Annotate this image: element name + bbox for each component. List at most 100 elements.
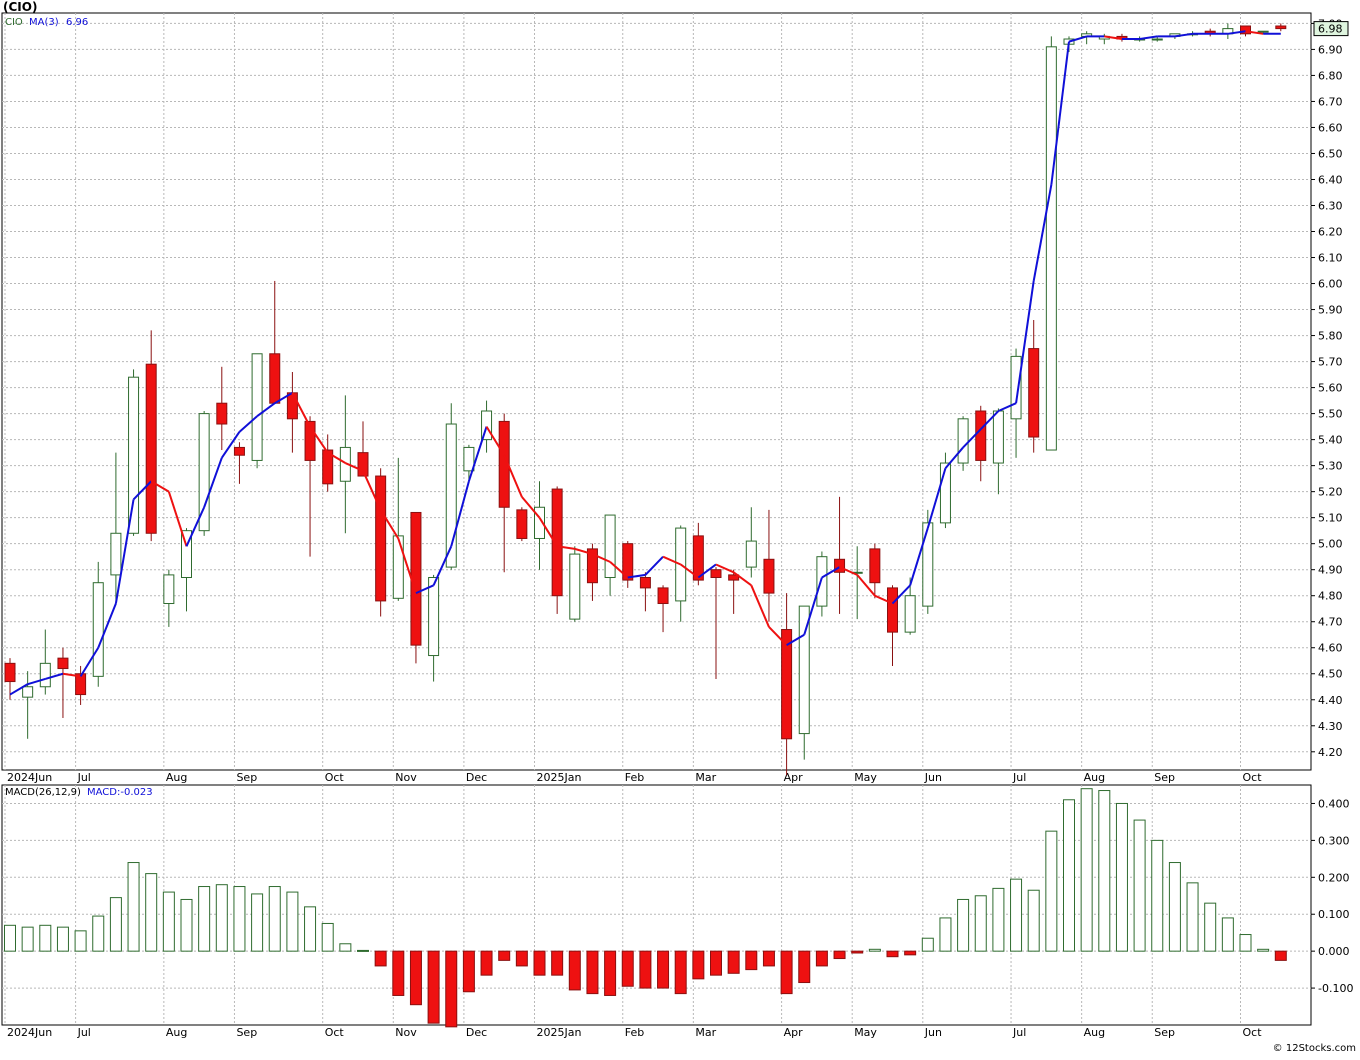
macd-bar <box>1186 882 1199 952</box>
x-tick-label: Aug <box>166 1026 187 1039</box>
macd-bar <box>215 884 228 952</box>
ma-segment <box>27 677 46 686</box>
candle-body <box>498 420 510 508</box>
macd-bar <box>639 950 652 989</box>
ma-segment <box>256 402 276 418</box>
macd-bar <box>374 950 387 967</box>
candle-body <box>1275 25 1287 30</box>
candle-body <box>286 392 298 420</box>
x-tick-label: Oct <box>325 771 345 784</box>
candle-body <box>869 548 881 584</box>
x-tick-label: 2024Jun <box>7 1026 52 1039</box>
candle <box>904 577 916 635</box>
macd-bar <box>462 950 475 993</box>
macd-bar <box>445 950 458 1028</box>
candle <box>357 421 369 477</box>
candle <box>534 481 545 570</box>
ma-segment <box>521 496 541 519</box>
y-tick-label: 5.20 <box>1318 486 1343 499</box>
candle <box>939 452 951 529</box>
y-tick-label: 6.40 <box>1318 173 1343 186</box>
ma-segment <box>9 683 29 696</box>
y-tick-label: 6.30 <box>1318 200 1343 213</box>
y-tick-label: 5.40 <box>1318 434 1343 447</box>
macd-y-tick-label: 0.200 <box>1318 871 1350 884</box>
candle-body <box>57 657 69 670</box>
candle-body <box>728 574 740 581</box>
ma-segment <box>220 431 241 459</box>
macd-bar <box>515 950 528 967</box>
candle-body <box>710 569 722 578</box>
y-tick-label: 6.50 <box>1318 147 1343 160</box>
candle-body <box>39 662 51 688</box>
ma-segment <box>821 566 841 579</box>
y-tick-label: 5.90 <box>1318 304 1343 317</box>
macd-bar <box>904 950 917 956</box>
macd-bar <box>586 950 599 995</box>
macd-bar <box>692 950 705 980</box>
ma-segment <box>45 672 64 680</box>
macd-bar <box>92 915 105 952</box>
candle-body <box>216 402 228 425</box>
macd-bar <box>1115 802 1128 952</box>
candle <box>233 442 245 484</box>
macd-bar <box>233 886 246 952</box>
candle-body <box>939 462 951 524</box>
candle-body <box>798 605 810 735</box>
ma-segment <box>538 517 559 547</box>
x-tick-label: Sep <box>1154 771 1175 784</box>
ma-segment <box>167 491 188 547</box>
chart-title: (CIO) <box>3 0 37 14</box>
candle-body <box>657 587 669 605</box>
candle-body <box>128 376 140 534</box>
candles <box>4 23 1287 776</box>
macd-bar <box>198 886 211 952</box>
y-tick-label: 4.30 <box>1318 720 1343 733</box>
candle-body <box>887 587 898 633</box>
macd-bar <box>56 926 69 952</box>
candle-body <box>1028 348 1040 438</box>
x-tick-label: Mar <box>695 771 716 784</box>
candle <box>304 416 316 557</box>
ma-segment <box>1174 32 1193 38</box>
ma-segment <box>644 555 664 576</box>
macd-bar <box>674 950 687 995</box>
ma-segment <box>1032 184 1053 282</box>
ma-segment <box>238 415 258 433</box>
candle-body <box>269 353 281 404</box>
macd-bar <box>268 886 281 952</box>
candle <box>445 403 457 570</box>
macd-bar <box>727 950 740 974</box>
candle <box>428 574 440 682</box>
y-tick-label: 4.40 <box>1318 694 1343 707</box>
y-tick-label: 5.80 <box>1318 330 1343 343</box>
macd-bar <box>992 887 1005 952</box>
candle-body <box>534 506 545 539</box>
candle-body <box>816 556 828 607</box>
y-tick-label: 4.50 <box>1318 668 1343 681</box>
macd-bar <box>798 950 811 984</box>
ma-segment <box>609 561 629 579</box>
ma-segment <box>680 563 699 579</box>
ma-segment <box>114 499 135 604</box>
candle <box>110 452 122 604</box>
ma-segment <box>944 446 964 469</box>
ma-segment <box>467 426 488 482</box>
macd-y-tick-label: -0.100 <box>1318 982 1353 995</box>
candle <box>728 569 740 614</box>
candle-body <box>745 540 757 568</box>
macd-bar <box>1151 839 1164 952</box>
x-tick-label: Aug <box>1084 771 1105 784</box>
ma-segment <box>997 402 1017 412</box>
ma-segment <box>750 584 770 628</box>
candle <box>869 543 881 599</box>
macd-bar <box>815 950 828 967</box>
ma-segment <box>1104 35 1123 41</box>
ma-segment <box>557 545 575 550</box>
x-tick-label: Jul <box>77 1026 91 1039</box>
x-tick-label: Feb <box>625 1026 644 1039</box>
ma-segment <box>485 426 506 456</box>
macd-y-tick-label: 0.000 <box>1318 945 1350 958</box>
x-tick-label: Sep <box>1154 1026 1175 1039</box>
x-tick-label: Sep <box>236 771 257 784</box>
